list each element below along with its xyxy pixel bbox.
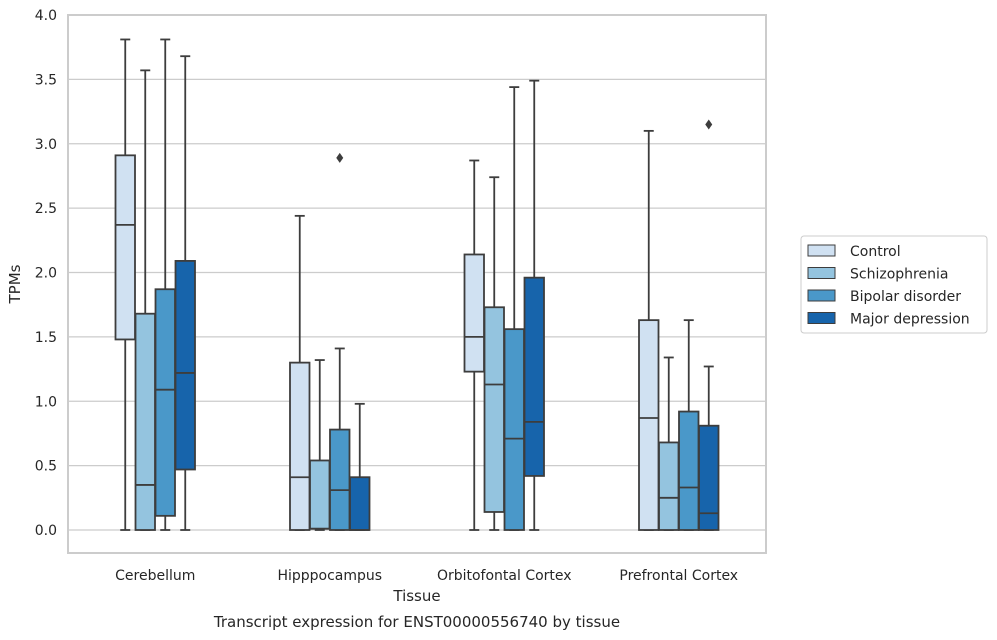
outlier-point [336, 152, 344, 163]
legend-swatch [807, 244, 836, 257]
legend-swatch [807, 312, 836, 324]
box-control [463, 159, 485, 531]
box-schizophrenia [658, 356, 680, 531]
y-tick-label: 1.0 [35, 394, 57, 410]
legend-label: Bipolar disorder [850, 289, 961, 305]
box-iqr [349, 476, 371, 531]
box-iqr [154, 288, 176, 517]
outlier-point [705, 119, 713, 130]
box-iqr [523, 276, 545, 477]
box-iqr [309, 459, 331, 530]
box-major-depression [174, 55, 196, 531]
box-iqr [463, 253, 485, 373]
x-tick-label: Orbitofontal Cortex [437, 568, 572, 584]
box-major-depression [349, 402, 371, 531]
legend-label: Schizophrenia [850, 267, 948, 283]
box-iqr [329, 428, 351, 531]
plot-area-frame [67, 14, 767, 554]
y-axis-title: TPMs [6, 264, 24, 304]
y-tick-label: 3.5 [35, 72, 57, 88]
y-tick-label: 1.5 [35, 330, 57, 346]
y-tick-label: 0.5 [35, 459, 57, 475]
legend-frame [800, 235, 988, 334]
legend-swatch [807, 267, 836, 279]
box-bipolar-disorder [154, 38, 176, 531]
chart-caption: Transcript expression for ENST0000055674… [213, 613, 620, 631]
legend-label: Major depression [850, 312, 970, 328]
x-tick-labels: Cerebellum Hipppocampus Orbitofontal Corte… [115, 568, 738, 584]
box-iqr [289, 361, 311, 531]
y-tick-label: 2.0 [35, 266, 57, 282]
box-major-depression [698, 119, 720, 531]
box-iqr [658, 441, 680, 531]
box-major-depression [523, 79, 545, 531]
y-tick-labels: 0.0 0.5 1.0 1.5 2.0 2.5 3.0 3.5 4.0 [35, 8, 57, 539]
y-tick-label: 4.0 [35, 8, 57, 24]
box-schizophrenia [134, 69, 156, 531]
box-control [114, 38, 136, 531]
box-iqr [114, 154, 136, 341]
box-iqr [638, 319, 660, 531]
x-axis-title: Tissue [392, 587, 440, 605]
box-bipolar-disorder [503, 86, 525, 531]
box-iqr [483, 306, 505, 513]
y-tick-label: 3.0 [35, 137, 57, 153]
y-tick-label: 2.5 [35, 201, 57, 217]
box-series [114, 38, 720, 531]
legend: Control Schizophrenia Bipolar disorder Majo… [800, 235, 988, 334]
box-iqr [503, 328, 525, 531]
box-schizophrenia [483, 176, 505, 531]
box-bipolar-disorder [678, 319, 700, 531]
legend-label: Control [850, 244, 901, 260]
legend-swatch [807, 289, 836, 302]
x-tick-label: Cerebellum [115, 568, 195, 584]
y-tick-label: 0.0 [35, 523, 57, 539]
box-iqr [678, 410, 700, 531]
box-iqr [174, 260, 196, 471]
box-schizophrenia [309, 359, 331, 531]
box-bipolar-disorder [329, 152, 351, 531]
box-iqr [134, 312, 156, 531]
box-control [638, 129, 660, 531]
box-iqr [698, 424, 720, 531]
box-control [289, 214, 311, 531]
x-tick-label: Hipppocampus [277, 568, 382, 584]
x-tick-label: Prefrontal Cortex [619, 568, 738, 584]
